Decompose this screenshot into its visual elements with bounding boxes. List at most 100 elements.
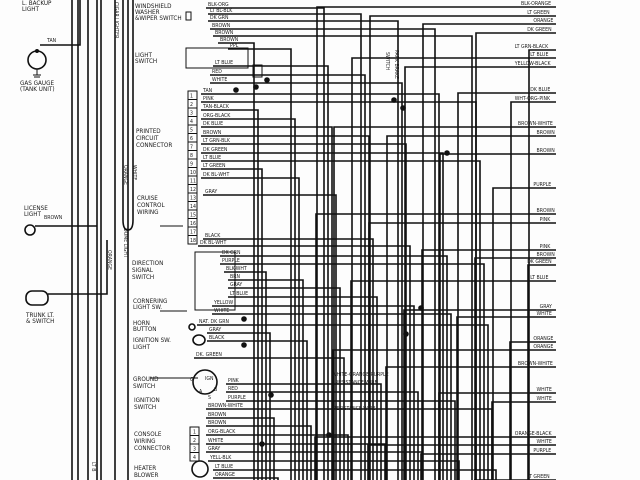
wire-label: PINK	[540, 244, 552, 250]
device-label: LIGHT	[22, 6, 39, 13]
wire	[528, 49, 556, 480]
gas-gauge-icon	[27, 50, 47, 70]
device-label: L. BACKUP	[22, 0, 52, 7]
device-label: PRINTED	[136, 128, 161, 135]
device-label: CIRCUIT	[136, 135, 159, 142]
device-label: BUTTON	[133, 326, 157, 333]
connector-pin-number: 5	[190, 128, 193, 134]
ignition-terminal-label: B	[214, 387, 217, 393]
wire-label: GRAY	[205, 189, 217, 195]
wire-label: PINK	[228, 378, 240, 384]
wire-label: LT GREEN	[527, 10, 550, 16]
wire-label: GRAY	[209, 327, 221, 333]
connector-pin	[187, 235, 198, 245]
wire	[201, 126, 333, 480]
wire	[212, 313, 452, 480]
connector-pin-number: 6	[190, 136, 193, 142]
wire	[228, 287, 341, 480]
ignition-terminal-label: A	[199, 389, 203, 395]
wire-label: BROWN	[44, 215, 63, 221]
connector-pin-number: 17	[190, 230, 196, 236]
wire	[201, 143, 407, 480]
wire-label: PINK	[203, 96, 215, 102]
connector-pin-number: 2	[190, 102, 193, 108]
wire	[404, 66, 556, 480]
wire-label: BROWN	[212, 23, 231, 29]
wire-label: WHT-ORG-PINK	[515, 96, 551, 102]
direction-signal-switch-icon	[194, 251, 236, 311]
wire-label: DK. GREEN	[196, 352, 222, 358]
wire-label: DK GRN	[222, 250, 241, 256]
wire	[385, 366, 556, 480]
wire-label: BROWN	[208, 420, 227, 426]
device-label: SWITCH	[134, 404, 156, 411]
wire	[456, 316, 556, 480]
wire-label: BROWN	[208, 412, 227, 418]
middle-wire-label: RESISTANCE WIRE	[335, 380, 378, 386]
device-label: CORNERING	[133, 298, 167, 305]
wire-label: TAN-BLACK	[202, 104, 230, 110]
junction-dot	[444, 150, 450, 156]
wire-label: BLACK	[205, 233, 221, 239]
wire-label: BROWN	[220, 37, 239, 43]
wire	[213, 477, 279, 480]
wire-label: YELL-BLK	[210, 455, 232, 461]
wire-label: WHITE	[212, 77, 227, 83]
wire-label: GRAY	[230, 282, 242, 288]
device-label: LIGHT	[135, 52, 152, 59]
wire-label: BROWN	[537, 148, 556, 154]
heater-blower-icon	[191, 460, 209, 478]
vertical-wire-label: PARK BRAKE	[393, 50, 399, 79]
wire	[203, 238, 374, 480]
junction-dot	[418, 305, 424, 311]
connector-pin-number: 12	[190, 187, 196, 193]
light-switch-icon	[185, 47, 249, 69]
horn-button-icon	[188, 323, 196, 331]
wire	[210, 28, 436, 480]
console-pin-number: 2	[193, 438, 196, 444]
device-label: CONSOLE	[134, 431, 162, 438]
device-label: (TANK UNIT)	[20, 86, 55, 93]
wire	[218, 42, 255, 480]
wire-label: DK BL-WHT	[203, 172, 229, 178]
device-label: GAS GAUGE	[20, 80, 54, 87]
console-pin-number: 1	[193, 430, 196, 436]
wire	[210, 82, 403, 480]
wire	[208, 20, 399, 480]
wire-label: LT GREEN	[203, 163, 226, 169]
wire	[422, 23, 556, 480]
wire-label: DK GREEN	[203, 147, 228, 153]
wire-label: WHITE	[537, 396, 552, 402]
device-label: WIRING	[137, 209, 159, 216]
wire	[228, 296, 378, 480]
wire-label: YELLOW-BLACK	[515, 61, 552, 67]
wire	[509, 341, 556, 480]
middle-wire-label: RESISTANCE WIRE	[333, 406, 376, 412]
wire	[315, 213, 556, 480]
junction-dot	[264, 77, 270, 83]
wire	[367, 444, 556, 480]
wire-label: ORANGE	[533, 344, 553, 350]
device-label: IGNITION SW.	[133, 337, 171, 344]
device-label: WINDSHIELD	[135, 3, 172, 10]
wire-label: ORANGE	[533, 18, 553, 24]
wire	[457, 92, 556, 480]
device-label: BLOWER	[134, 472, 158, 479]
wire-label: LT BLUE	[530, 52, 548, 58]
device-label: SWITCH	[135, 58, 157, 65]
wire-label: NAT. DK GRN	[199, 319, 229, 325]
wire-label: DK GREEN	[527, 259, 552, 265]
leader-lines	[150, 225, 198, 379]
wire	[351, 57, 556, 480]
device-label: IGNITION	[134, 397, 160, 404]
wire-label: BROWN-WHITE	[518, 121, 553, 127]
wire-label: ORANGE	[533, 336, 553, 342]
wire	[368, 222, 556, 480]
console-pin	[189, 452, 200, 462]
wire	[403, 309, 556, 480]
wire	[421, 249, 556, 480]
wire	[438, 392, 556, 480]
wire-label: BROWN-WHITE	[208, 403, 243, 409]
wire	[206, 443, 386, 480]
